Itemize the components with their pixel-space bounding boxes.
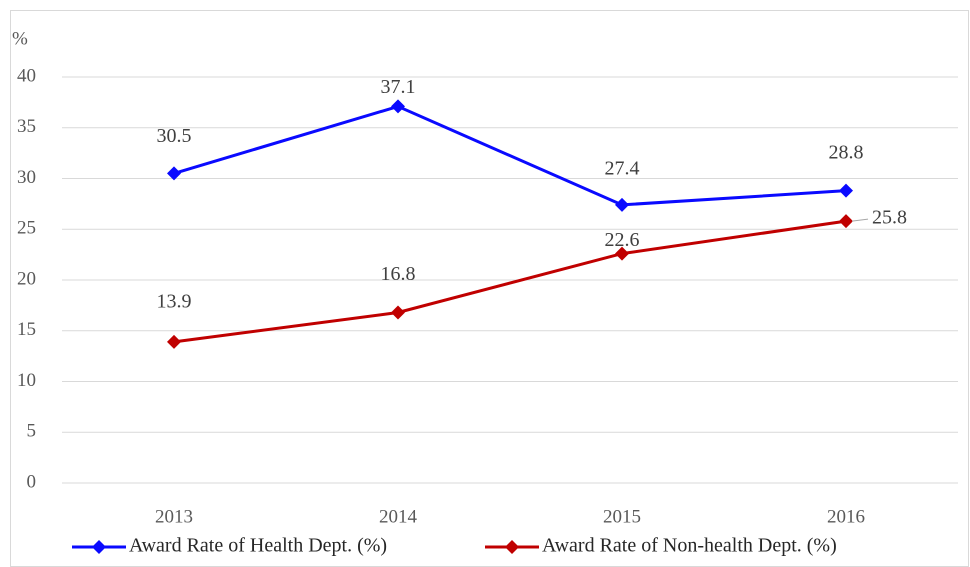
marker [391, 99, 405, 114]
y-tick-label: 15 [17, 319, 36, 340]
data-label: 27.4 [605, 157, 640, 179]
legend-marker [92, 540, 106, 554]
x-tick-label: 2015 [603, 506, 641, 527]
legend-marker [505, 540, 519, 554]
y-tick-label: 5 [27, 421, 37, 442]
marker [839, 183, 853, 198]
legend-label: Award Rate of Health Dept. (%) [129, 535, 387, 557]
data-label: 28.8 [829, 141, 864, 163]
x-tick-label: 2013 [155, 506, 193, 527]
y-axis-label: % [12, 28, 28, 49]
x-tick-label: 2014 [379, 506, 418, 527]
data-label: 16.8 [381, 263, 416, 285]
data-label: 13.9 [157, 291, 192, 313]
marker [167, 334, 181, 349]
series-line [173, 219, 847, 344]
y-tick-label: 20 [17, 268, 36, 289]
data-label: 22.6 [605, 229, 640, 251]
marker [391, 305, 405, 320]
marker [167, 166, 181, 181]
y-tick-label: 30 [17, 167, 36, 188]
x-tick-label: 2016 [827, 506, 865, 527]
y-tick-label: 35 [17, 116, 36, 137]
marker [615, 197, 629, 212]
legend-label: Award Rate of Non-health Dept. (%) [542, 535, 837, 557]
y-tick-label: 10 [17, 370, 36, 391]
data-label: 30.5 [157, 125, 192, 147]
marker [615, 246, 629, 261]
data-label: 37.1 [381, 76, 416, 98]
y-tick-label: 40 [17, 65, 36, 86]
leader-line [851, 218, 869, 222]
series-line [173, 104, 847, 207]
marker [839, 214, 853, 229]
y-tick-label: 25 [17, 218, 36, 239]
data-label: 25.8 [872, 207, 907, 229]
y-tick-label: 0 [27, 471, 37, 492]
